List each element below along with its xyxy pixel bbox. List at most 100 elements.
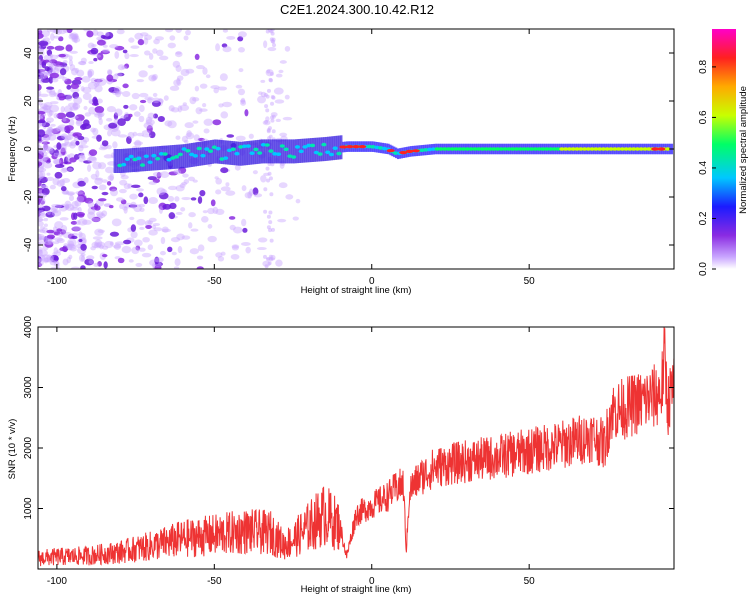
spectrogram-noise-blob	[158, 192, 169, 200]
spectrogram-ridge-cell	[143, 147, 146, 172]
spectrogram-core-cell	[532, 147, 539, 151]
spectrogram-noise-blob	[167, 195, 175, 202]
colorbar-label: Normalized spectral amplitude	[738, 86, 749, 214]
spectrogram-noise-blob	[38, 45, 47, 50]
spectrogram-noise-blob	[102, 245, 109, 250]
spectrogram-noise-blob	[242, 227, 248, 233]
spectrogram-noise-blob	[78, 144, 89, 149]
spectrogram-noise-blob	[247, 191, 253, 199]
spectrogram-noise-blob	[282, 116, 293, 121]
spectrogram-ridge-cell	[217, 139, 220, 164]
spectrogram-noise-blob	[269, 257, 274, 262]
spectrogram-ridge-cell	[221, 140, 224, 165]
spectrogram-noise-blob	[175, 29, 183, 33]
spectrogram-core-cell	[513, 147, 520, 151]
spectrogram-y-tick-label: 20	[23, 95, 34, 107]
spectrogram-noise-blob	[38, 249, 48, 257]
spectrogram-noise-blob	[51, 77, 59, 83]
colorbar-gradient	[712, 29, 736, 269]
spectrogram-noise-blob	[226, 35, 236, 40]
spectrogram-noise-blob	[43, 257, 53, 263]
spectrogram-noise-blob	[128, 259, 134, 263]
spectrogram-noise-blob	[153, 113, 159, 119]
spectrogram-noise-blob	[46, 86, 55, 90]
spectrogram-noise-blob	[147, 97, 153, 104]
snr-x-tick-label: -100	[47, 576, 67, 587]
spectrogram-ridge-cell	[213, 139, 216, 164]
spectrogram-core-cell	[449, 147, 455, 151]
spectrogram-noise-blob	[38, 48, 45, 52]
spectrogram-peak-cell	[657, 147, 666, 151]
spectrogram-noise-blob	[138, 247, 146, 252]
spectrogram-ridge-cell	[321, 137, 324, 162]
spectrogram-noise-blob	[106, 181, 112, 186]
spectrogram-noise-blob	[252, 170, 258, 175]
spectrogram-core-cell	[249, 151, 255, 155]
spectrogram-noise-blob	[123, 206, 128, 214]
colorbar-tick-label: 0.6	[698, 110, 709, 124]
spectrogram-noise-blob	[100, 50, 110, 55]
spectrogram-noise-blob	[109, 173, 115, 182]
snr-x-tick-label: 0	[369, 576, 375, 587]
spectrogram-ridge-cell	[291, 139, 294, 164]
spectrogram-core-cell	[646, 147, 652, 151]
spectrogram-noise-blob	[46, 210, 51, 215]
spectrogram-noise-blob	[179, 104, 190, 111]
spectrogram-ridge-cell	[266, 139, 269, 164]
spectrogram-noise-blob	[71, 226, 82, 231]
spectrogram-noise-blob	[194, 53, 200, 61]
spectrogram-noise-blob	[175, 184, 185, 192]
spectrogram-noise-blob	[69, 141, 76, 149]
spectrogram-ridge-cell	[204, 140, 207, 165]
spectrogram-noise-blob	[38, 55, 44, 61]
spectrogram-ridge-cell	[264, 139, 267, 164]
spectrogram-noise-blob	[82, 92, 92, 101]
spectrogram-noise-blob	[65, 111, 75, 118]
spectrogram-noise-blob	[66, 29, 73, 34]
spectrogram-core-cell	[638, 147, 644, 151]
snr-x-tick-label: 50	[524, 576, 536, 587]
spectrogram-noise-blob	[65, 191, 76, 196]
spectrogram-noise-blob	[244, 192, 252, 199]
spectrogram-noise-blob	[38, 256, 42, 264]
spectrogram-peak-cell	[405, 149, 414, 153]
spectrogram-noise-blob	[87, 42, 95, 49]
spectrogram-noise-blob	[53, 255, 59, 262]
spectrogram-noise-blob	[108, 122, 118, 129]
spectrogram-noise-blob	[215, 177, 222, 185]
spectrogram-noise-blob	[46, 229, 55, 234]
spectrogram-noise-blob	[52, 29, 60, 34]
spectrogram-noise-blob	[72, 34, 78, 42]
spectrogram-noise-blob	[135, 262, 143, 267]
spectrogram-noise-blob	[88, 106, 96, 115]
spectrogram-noise-blob	[67, 240, 75, 248]
spectrogram-core-cell	[581, 147, 588, 151]
spectrogram-noise-blob	[148, 217, 157, 223]
spectrogram-noise-blob	[148, 229, 158, 236]
spectrogram-core-cell	[619, 147, 625, 151]
spectrogram-noise-blob	[136, 218, 146, 226]
snr-y-tick-label: 2000	[23, 436, 34, 459]
spectrogram-noise-blob	[50, 101, 59, 105]
spectrogram-noise-blob	[81, 123, 92, 130]
spectrogram-noise-blob	[110, 128, 121, 137]
spectrogram-noise-blob	[91, 185, 98, 190]
snr-series-line	[38, 327, 674, 567]
spectrogram-noise-blob	[94, 239, 103, 248]
spectrogram-noise-blob	[188, 222, 193, 229]
spectrogram-noise-blob	[114, 108, 123, 117]
spectrogram-core-cell	[502, 147, 508, 151]
spectrogram-noise-blob	[107, 130, 112, 137]
spectrogram-noise-blob	[141, 130, 151, 135]
spectrogram-noise-blob	[64, 125, 74, 131]
spectrogram-noise-blob	[266, 69, 271, 74]
spectrogram-noise-blob	[207, 207, 215, 215]
spectrogram-noise-blob	[74, 133, 79, 138]
spectrogram-noise-blob	[237, 31, 247, 38]
spectrogram-noise-blob	[81, 75, 91, 83]
spectrogram-noise-blob	[53, 35, 60, 39]
spectrogram-noise-blob	[268, 176, 273, 181]
spectrogram-noise-blob	[50, 33, 55, 41]
spectrogram-noise-blob	[71, 37, 81, 43]
spectrogram-noise-blob	[240, 100, 247, 106]
